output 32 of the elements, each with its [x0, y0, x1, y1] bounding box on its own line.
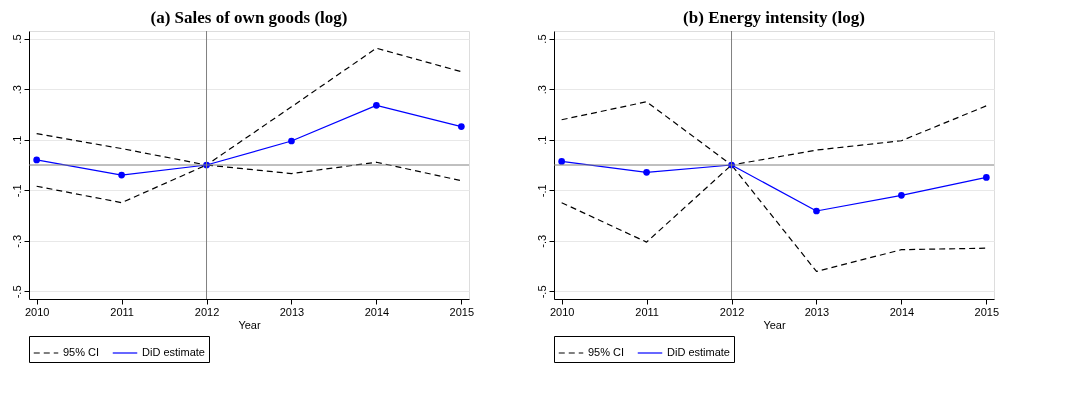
y-tick-label: .5 [535, 34, 548, 44]
x-axis-title: Year [238, 318, 261, 331]
y-tick-label: .3 [535, 85, 548, 95]
y-tick-label: -.3 [10, 234, 23, 248]
x-tick-label: 2015 [974, 305, 1000, 318]
x-tick-label: 2010 [549, 305, 575, 318]
x-tick-label: 2013 [279, 305, 305, 318]
x-tick-label: 2011 [110, 305, 134, 318]
x-tick-label: 2014 [364, 305, 390, 318]
legend-label: DiD estimate [667, 346, 730, 358]
legend-label: DiD estimate [142, 346, 205, 358]
y-tick-label: .1 [10, 135, 23, 145]
y-tick-label: -.1 [10, 184, 23, 198]
x-tick-label: 2012 [719, 305, 745, 318]
legend-label: 95% CI [63, 346, 100, 358]
x-tick-label: 2012 [194, 305, 220, 318]
x-tick-label: 2014 [889, 305, 915, 318]
legend-label: 95% CI [588, 346, 625, 358]
x-axis-title: Year [763, 318, 786, 331]
x-tick-label: 2010 [24, 305, 50, 318]
x-tick-label: 2013 [804, 305, 830, 318]
chart-title: (a) Sales of own goods (log) [150, 7, 348, 27]
x-tick-label: 2011 [635, 305, 659, 318]
y-tick-label: -.3 [535, 234, 548, 248]
y-tick-label: -.5 [535, 285, 548, 299]
chart-title: (b) Energy intensity (log) [683, 7, 865, 27]
y-tick-label: -.1 [535, 184, 548, 198]
y-tick-label: .5 [10, 34, 23, 44]
y-tick-label: .1 [535, 135, 548, 145]
y-tick-label: -.5 [10, 285, 23, 299]
x-tick-label: 2015 [449, 305, 475, 318]
y-tick-label: .3 [10, 85, 23, 95]
